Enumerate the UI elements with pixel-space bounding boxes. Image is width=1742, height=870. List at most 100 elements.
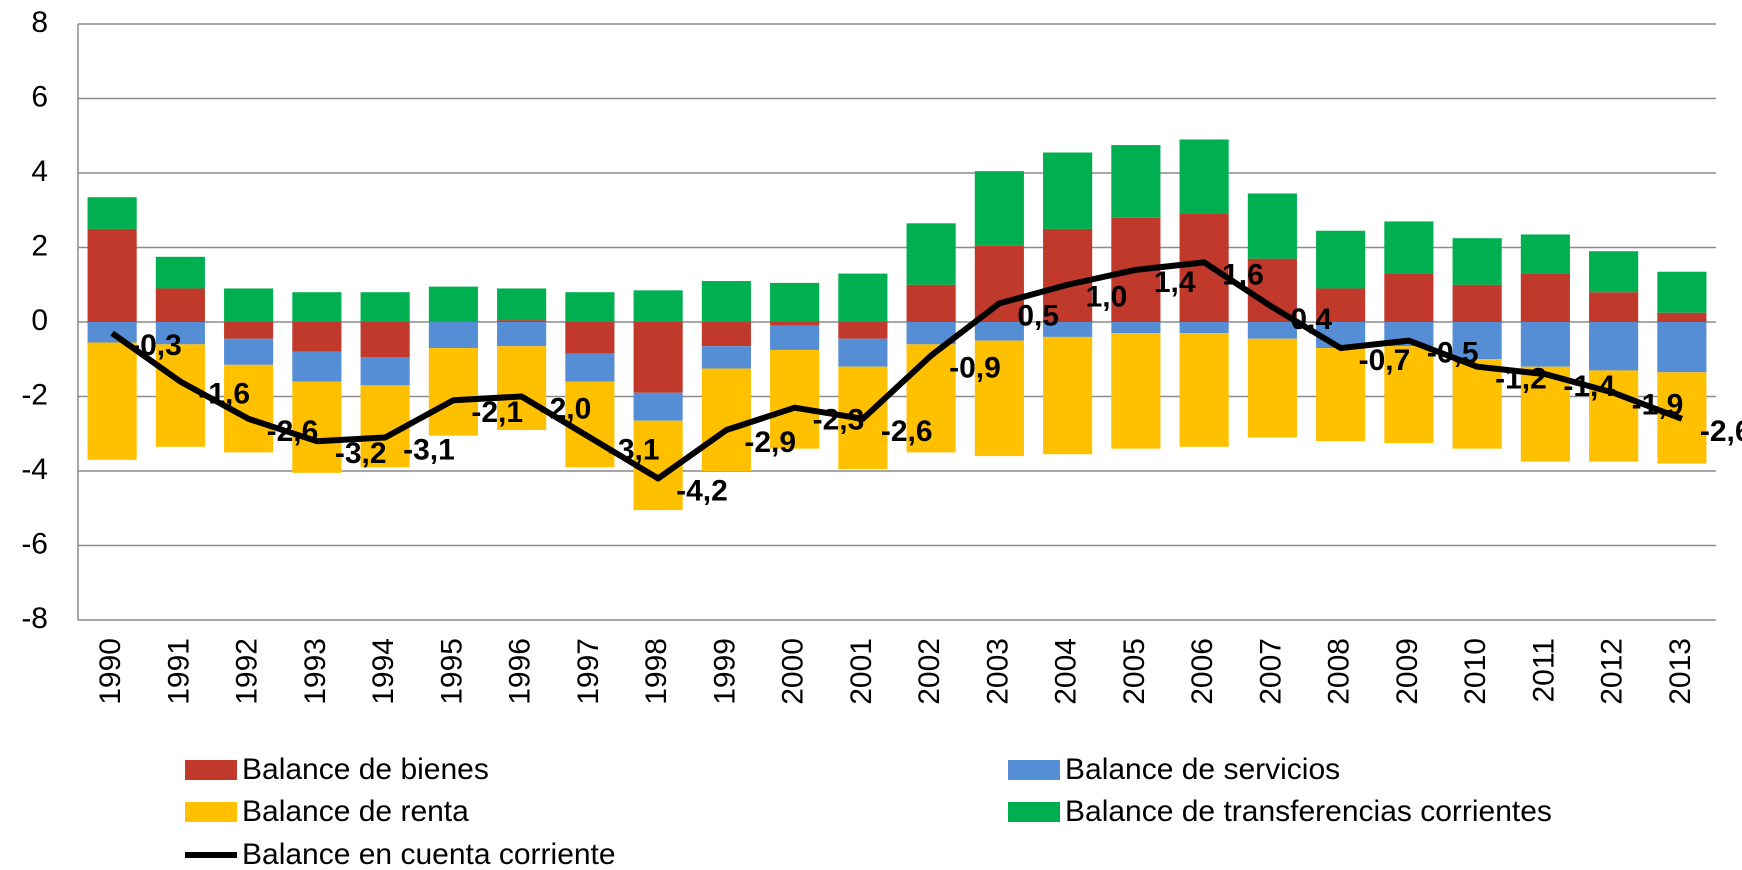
bar	[1384, 221, 1434, 274]
bar	[360, 322, 410, 358]
x-tick-label: 2010	[1459, 638, 1492, 705]
bar	[701, 368, 751, 471]
bar	[292, 322, 342, 352]
bar	[87, 342, 137, 460]
y-tick-label: 4	[31, 155, 48, 188]
legend-swatch	[185, 802, 237, 822]
data-label: -3,1	[403, 433, 455, 466]
bar	[1452, 284, 1502, 322]
x-tick-label: 2008	[1323, 638, 1356, 705]
y-tick-label: -8	[21, 602, 48, 635]
data-label: -0,5	[1427, 337, 1479, 370]
bar	[428, 286, 478, 322]
x-tick-label: 2002	[913, 638, 946, 705]
bar	[360, 292, 410, 322]
bar	[906, 344, 956, 453]
data-label: -2,1	[471, 396, 523, 429]
bar	[701, 281, 751, 322]
bar	[633, 322, 683, 393]
x-tick-label: 2012	[1596, 638, 1629, 705]
bar	[770, 282, 820, 322]
bar	[1247, 322, 1297, 339]
bar	[770, 349, 820, 449]
x-tick-label: 2005	[1118, 638, 1151, 705]
legend-label: Balance de servicios	[1065, 753, 1340, 786]
bar	[838, 338, 888, 367]
data-label: -0,9	[949, 351, 1001, 384]
bar	[1111, 333, 1161, 449]
x-tick-label: 2003	[981, 638, 1014, 705]
legend-label: Balance de transferencias corrientes	[1065, 795, 1552, 828]
data-label: 1,4	[1154, 266, 1196, 299]
bar	[1520, 366, 1570, 462]
x-tick-label: 2013	[1664, 638, 1697, 705]
bar	[224, 288, 274, 322]
legend-swatch	[185, 760, 237, 780]
bar	[1043, 336, 1093, 455]
bar	[1452, 322, 1502, 360]
bar	[1452, 359, 1502, 449]
x-tick-label: 1996	[504, 638, 537, 705]
y-tick-label: 6	[31, 80, 48, 113]
bar	[974, 340, 1024, 457]
legend-label: Balance de renta	[242, 795, 469, 828]
data-label: -2,3	[813, 404, 865, 437]
y-tick-label: 8	[31, 6, 48, 39]
data-label: -0,7	[1359, 344, 1411, 377]
bar	[633, 290, 683, 322]
x-tick-label: 1990	[94, 638, 127, 705]
bar	[1384, 346, 1434, 444]
data-label: -1,9	[1632, 389, 1684, 422]
bar	[1520, 273, 1570, 322]
bar	[87, 228, 137, 322]
bar	[360, 357, 410, 386]
data-label: 1,6	[1222, 258, 1264, 291]
bar	[974, 171, 1024, 246]
bar	[838, 273, 888, 322]
bar	[1111, 145, 1161, 218]
data-label: -2,0	[540, 392, 592, 425]
bar	[906, 223, 956, 285]
bar	[838, 322, 888, 339]
data-label: -1,2	[1495, 363, 1547, 396]
bar	[1179, 139, 1229, 214]
bar	[974, 245, 1024, 322]
legend-swatch	[1008, 802, 1060, 822]
bar	[633, 392, 683, 421]
data-label: 1,0	[1086, 281, 1128, 314]
bar	[155, 322, 205, 345]
legend-label: Balance de bienes	[242, 753, 489, 786]
data-label: -2,9	[744, 426, 796, 459]
y-tick-label: -2	[21, 378, 48, 411]
line	[110, 259, 1683, 482]
data-label: -2,6	[267, 415, 319, 448]
bar	[292, 381, 342, 473]
bar	[497, 320, 547, 322]
bar	[906, 322, 956, 345]
x-tick-label: 2004	[1050, 638, 1083, 705]
bar	[1043, 152, 1093, 229]
data-label: -1,4	[1563, 370, 1615, 403]
bar	[565, 292, 615, 322]
x-tick-label: 1993	[299, 638, 332, 705]
x-tick-label: 1998	[640, 638, 673, 705]
x-tick-label: 2000	[777, 638, 810, 705]
bar	[155, 288, 205, 322]
x-tick-label: 2011	[1527, 638, 1560, 703]
data-label: 0,4	[1290, 303, 1332, 336]
bar	[1179, 333, 1229, 447]
bar	[770, 325, 820, 350]
bar	[1657, 322, 1707, 373]
bar	[155, 256, 205, 289]
y-tick-label: 2	[31, 229, 48, 262]
bar	[1043, 228, 1093, 322]
bar	[497, 322, 547, 347]
x-tick-label: 1995	[435, 638, 468, 705]
bar	[87, 197, 137, 229]
data-label: -0,3	[130, 329, 182, 362]
bar	[224, 322, 274, 339]
x-tick-label: 1997	[572, 638, 605, 705]
bar	[1179, 322, 1229, 334]
bar	[1657, 312, 1707, 322]
